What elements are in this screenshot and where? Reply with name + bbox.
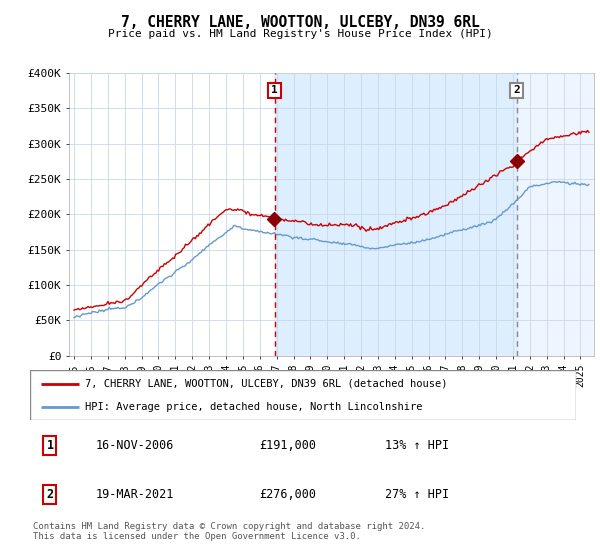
Text: 27% ↑ HPI: 27% ↑ HPI	[385, 488, 449, 501]
Bar	[275, 73, 517, 356]
Bar	[517, 73, 598, 356]
Text: 7, CHERRY LANE, WOOTTON, ULCEBY, DN39 6RL (detached house): 7, CHERRY LANE, WOOTTON, ULCEBY, DN39 6R…	[85, 379, 447, 389]
Text: 7, CHERRY LANE, WOOTTON, ULCEBY, DN39 6RL: 7, CHERRY LANE, WOOTTON, ULCEBY, DN39 6R…	[121, 15, 479, 30]
Text: 13% ↑ HPI: 13% ↑ HPI	[385, 440, 449, 452]
Text: Contains HM Land Registry data © Crown copyright and database right 2024.
This d: Contains HM Land Registry data © Crown c…	[33, 522, 425, 542]
Text: £191,000: £191,000	[259, 440, 316, 452]
Text: 2: 2	[513, 86, 520, 95]
Text: 1: 1	[271, 86, 278, 95]
Text: 16-NOV-2006: 16-NOV-2006	[95, 440, 174, 452]
Text: 19-MAR-2021: 19-MAR-2021	[95, 488, 174, 501]
Text: Price paid vs. HM Land Registry's House Price Index (HPI): Price paid vs. HM Land Registry's House …	[107, 29, 493, 39]
Text: £276,000: £276,000	[259, 488, 316, 501]
Text: 1: 1	[46, 440, 53, 452]
FancyBboxPatch shape	[30, 370, 576, 420]
Text: 2: 2	[46, 488, 53, 501]
Text: HPI: Average price, detached house, North Lincolnshire: HPI: Average price, detached house, Nort…	[85, 403, 422, 412]
